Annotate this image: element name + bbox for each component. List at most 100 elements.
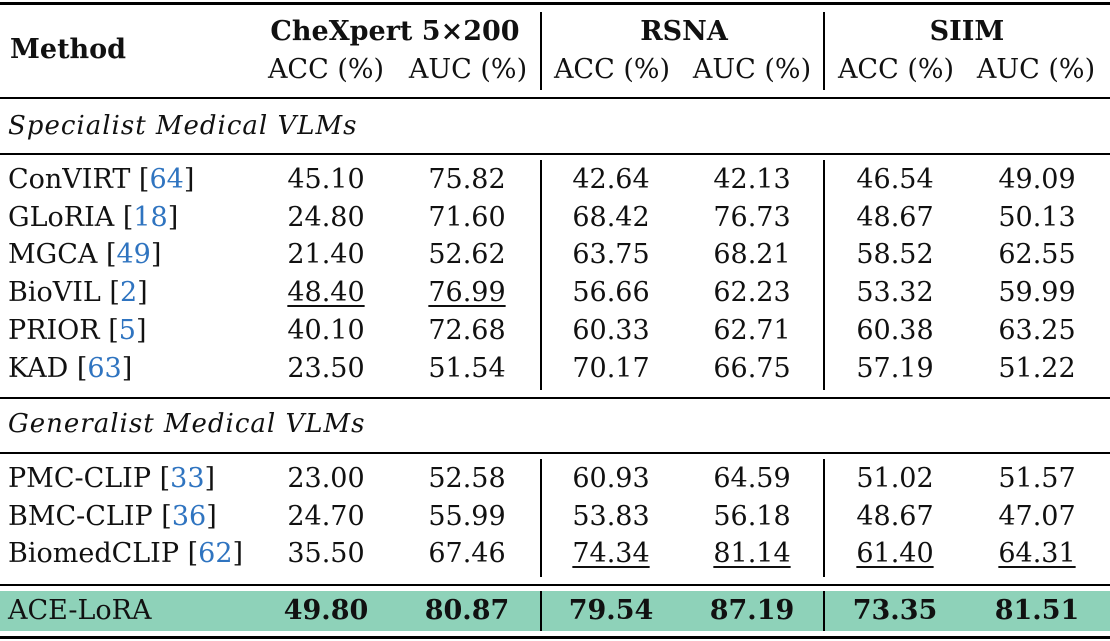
method-label: KAD [8, 353, 69, 384]
header-separator-1 [540, 12, 542, 90]
metric-cell: 79.54 [568, 595, 654, 626]
metric-cell: 59.99 [998, 277, 1076, 308]
section1-separator-2 [823, 160, 825, 390]
ours-separator-1 [540, 591, 542, 631]
method-label: BMC-CLIP [8, 501, 153, 532]
metric-cell: 70.17 [572, 353, 650, 384]
method-name: PMC-CLIP [33] [8, 463, 216, 494]
citation-link[interactable]: 64 [149, 164, 184, 195]
metric-cell: 49.80 [283, 595, 369, 626]
method-label: ACE-LoRA [8, 595, 152, 626]
metric-cell: 67.46 [428, 538, 506, 569]
metric-cell: 55.99 [428, 501, 506, 532]
section2-top-rule [0, 397, 1110, 399]
metric-cell: 71.60 [428, 202, 506, 233]
col-header-chexpert-acc: ACC (%) [267, 54, 385, 85]
section1-rule [0, 153, 1110, 155]
metric-cell: 35.50 [287, 538, 365, 569]
metric-cell: 47.07 [998, 501, 1076, 532]
metric-cell: 23.50 [287, 353, 365, 384]
col-header-siim-auc: AUC (%) [976, 54, 1096, 85]
citation-link[interactable]: 33 [170, 463, 205, 494]
method-label: GLoRIA [8, 202, 115, 233]
metric-cell: 81.51 [994, 595, 1080, 626]
method-label: PRIOR [8, 315, 100, 346]
metric-cell: 75.82 [428, 164, 506, 195]
citation-link[interactable]: 63 [87, 353, 122, 384]
metric-cell: 64.59 [713, 463, 791, 494]
metric-cell: 42.13 [713, 164, 791, 195]
metric-cell: 51.54 [428, 353, 506, 384]
section2-separator-1 [540, 459, 542, 577]
metric-cell: 56.66 [572, 277, 650, 308]
metric-cell: 52.58 [428, 463, 506, 494]
metric-cell: 40.10 [287, 315, 365, 346]
method-header: Method [10, 34, 127, 65]
metric-cell: 21.40 [287, 239, 365, 270]
metric-cell: 53.83 [572, 501, 650, 532]
citation-link[interactable]: 49 [116, 239, 151, 270]
metric-cell: 48.67 [856, 202, 934, 233]
group-header-siim: SIIM [929, 16, 1005, 47]
metric-cell: 48.67 [856, 501, 934, 532]
metric-cell: 53.32 [856, 277, 934, 308]
col-header-siim-acc: ACC (%) [837, 54, 955, 85]
metric-cell: 74.34 [572, 538, 650, 569]
metric-cell: 63.75 [572, 239, 650, 270]
section-title-specialist: Specialist Medical VLMs [8, 111, 358, 141]
method-name: PRIOR [5] [8, 315, 147, 346]
metric-cell: 24.80 [287, 202, 365, 233]
col-header-rsna-acc: ACC (%) [553, 54, 671, 85]
metric-cell: 66.75 [713, 353, 791, 384]
metric-cell: 87.19 [709, 595, 795, 626]
metric-cell: 56.18 [713, 501, 791, 532]
metric-cell: 61.40 [856, 538, 934, 569]
method-name: ACE-LoRA [8, 597, 152, 624]
method-name: BioVIL [2] [8, 277, 148, 308]
method-name: BMC-CLIP [36] [8, 501, 217, 532]
metric-cell: 63.25 [998, 315, 1076, 346]
metric-cell: 60.33 [572, 315, 650, 346]
citation-link[interactable]: 2 [119, 277, 138, 308]
bottom-rule [0, 636, 1110, 639]
citation-link[interactable]: 62 [198, 538, 233, 569]
metric-cell: 48.40 [287, 277, 365, 308]
metric-cell: 62.23 [713, 277, 791, 308]
section2-separator-2 [823, 459, 825, 577]
top-rule [0, 2, 1110, 5]
group-header-rsna: RSNA [640, 16, 728, 47]
citation-link[interactable]: 18 [133, 202, 168, 233]
method-label: BioVIL [8, 277, 101, 308]
metric-cell: 52.62 [428, 239, 506, 270]
metric-cell: 80.87 [424, 595, 510, 626]
section-title-generalist: Generalist Medical VLMs [8, 409, 366, 439]
metric-cell: 73.35 [852, 595, 938, 626]
metric-cell: 81.14 [713, 538, 791, 569]
header-separator-2 [823, 12, 825, 90]
metric-cell: 50.13 [998, 202, 1076, 233]
metric-cell: 51.22 [998, 353, 1076, 384]
method-label: BiomedCLIP [8, 538, 180, 569]
metric-cell: 68.42 [572, 202, 650, 233]
method-name: ConVIRT [64] [8, 164, 195, 195]
metric-cell: 76.99 [428, 277, 506, 308]
section1-separator-1 [540, 160, 542, 390]
ours-rule [0, 584, 1110, 586]
metric-cell: 62.55 [998, 239, 1076, 270]
metric-cell: 24.70 [287, 501, 365, 532]
method-label: ConVIRT [8, 164, 131, 195]
ours-row-highlight [0, 591, 1110, 631]
header-rule [0, 97, 1110, 99]
metric-cell: 72.68 [428, 315, 506, 346]
metric-cell: 60.38 [856, 315, 934, 346]
metric-cell: 62.71 [713, 315, 791, 346]
method-label: PMC-CLIP [8, 463, 152, 494]
metric-cell: 76.73 [713, 202, 791, 233]
ours-separator-2 [823, 591, 825, 631]
citation-link[interactable]: 5 [118, 315, 136, 346]
method-name: MGCA [49] [8, 239, 162, 270]
col-header-rsna-auc: AUC (%) [692, 54, 812, 85]
citation-link[interactable]: 36 [171, 501, 207, 532]
col-header-chexpert-auc: AUC (%) [408, 54, 528, 85]
metric-cell: 49.09 [998, 164, 1076, 195]
